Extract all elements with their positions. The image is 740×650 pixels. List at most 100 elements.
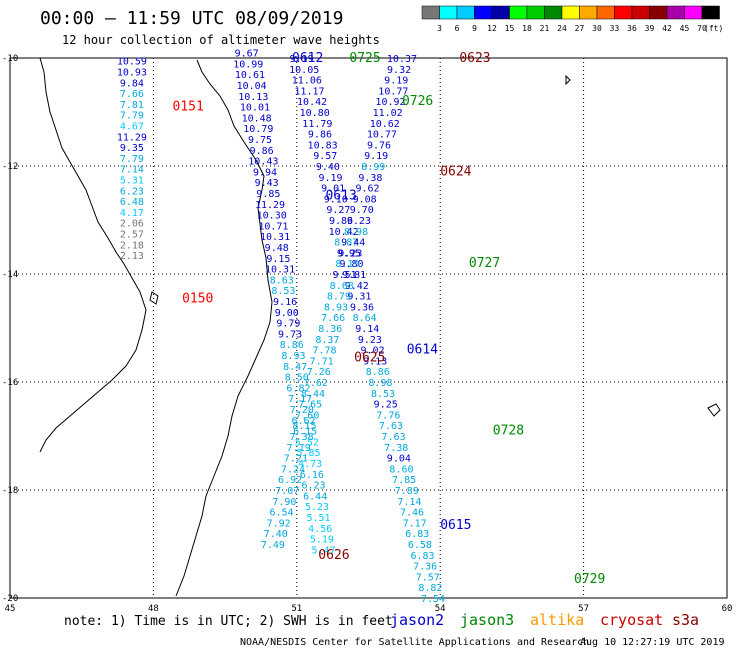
- wave-height-value: 8.87: [334, 238, 358, 249]
- wave-height-value: 7.20: [290, 405, 314, 416]
- color-scale-swatch: [631, 5, 650, 20]
- x-tick-label: 54: [435, 604, 446, 614]
- wave-height-value: 5.85: [296, 448, 320, 459]
- wave-height-value: 8.86: [366, 367, 390, 378]
- wave-height-value: 9.36: [350, 302, 374, 313]
- wave-height-value: 7.49: [261, 540, 285, 551]
- wave-height-value: 8.36: [318, 324, 342, 335]
- color-scale-swatch: [614, 5, 633, 20]
- wave-height-value: 9.57: [313, 151, 337, 162]
- wave-height-value: 10.83: [308, 140, 338, 151]
- wave-height-value: 11.29: [117, 132, 147, 143]
- color-scale-label: 6: [455, 24, 460, 33]
- wave-height-value: 7.17: [403, 518, 427, 529]
- wave-height-value: 4.56: [308, 524, 332, 535]
- wave-height-value: 9.40: [316, 162, 340, 173]
- wave-height-value: 10.79: [243, 124, 273, 135]
- wave-height-value: 9.38: [358, 173, 382, 184]
- wave-height-values: 10.5910.939.847.667.817.794.6711.299.357…: [117, 49, 445, 605]
- color-scale-swatch: [544, 5, 563, 20]
- color-scale-swatch: [456, 5, 475, 20]
- wave-height-value: 5.31: [120, 176, 144, 187]
- wave-height-value: 9.51: [333, 270, 357, 281]
- wave-height-value: 8.64: [353, 313, 377, 324]
- wave-height-value: 10.04: [237, 81, 267, 92]
- color-scale-label: 9: [472, 24, 477, 33]
- wave-height-value: 8.93: [324, 302, 348, 313]
- mission-legend-s3a: s3a: [672, 611, 699, 629]
- color-scale-swatch: [701, 5, 720, 20]
- wave-height-value: 10.62: [370, 119, 400, 130]
- pass-label: 0727: [469, 256, 500, 271]
- wave-height-value: 7.60: [295, 410, 319, 421]
- wave-height-value: 6.82: [286, 383, 310, 394]
- chart-title: 00:00 — 11:59 UTC 08/09/2019: [40, 8, 343, 29]
- wave-height-value: 4.67: [120, 122, 144, 133]
- pass-label: 0624: [440, 164, 471, 179]
- wave-height-value: 9.85: [256, 189, 280, 200]
- pass-label: 0626: [318, 548, 349, 563]
- wave-height-value: 5.23: [305, 502, 329, 513]
- wave-height-value: 9.00: [275, 308, 299, 319]
- wave-height-value: 2.57: [120, 230, 144, 241]
- wave-height-value: 9.73: [278, 329, 302, 340]
- wave-height-value: 6.16: [300, 470, 324, 481]
- pass-labels: 0612 0725 0623 0151 0726 0624 0613 0727 0150 0614…: [173, 51, 606, 587]
- color-scale-label: 70: [697, 24, 707, 33]
- wave-height-value: 9.23: [347, 216, 371, 227]
- wave-height-value: 9.19: [384, 76, 408, 87]
- wave-height-value: 11.02: [373, 108, 403, 119]
- wave-height-value: 9.27: [326, 205, 350, 216]
- wave-height-value: 9.19: [364, 151, 388, 162]
- wave-height-value: 7.89: [395, 486, 419, 497]
- wave-height-value: 9.04: [387, 454, 411, 465]
- footer-note: note: 1) Time is in UTC; 2) SWH is in fe…: [64, 614, 393, 629]
- wave-height-value: 8.68: [330, 281, 354, 292]
- wave-height-value: 7.17: [288, 394, 312, 405]
- wave-height-value: 10.92: [375, 97, 405, 108]
- wave-height-value: 8.47: [283, 362, 307, 373]
- wave-height-value: 7.26: [307, 367, 331, 378]
- wave-height-value: 4.73: [298, 459, 322, 470]
- madagascar-coastline: [175, 59, 273, 597]
- wave-height-value: 10.01: [240, 103, 270, 114]
- color-scale-swatch: [509, 5, 528, 20]
- wave-height-value: 9.42: [345, 281, 369, 292]
- wave-height-value: 9.43: [255, 178, 279, 189]
- wave-height-value: 7.24: [281, 464, 305, 475]
- wave-height-value: 10.42: [297, 97, 327, 108]
- color-scale-swatch: [474, 5, 493, 20]
- color-scale-label: 18: [522, 24, 532, 33]
- wave-height-value: 9.86: [308, 130, 332, 141]
- wave-height-value: 10.48: [242, 113, 272, 124]
- mozambique-coastline: [39, 57, 147, 453]
- color-scale-swatch: [649, 5, 668, 20]
- wave-height-value: 9.19: [318, 173, 342, 184]
- wave-height-value: 9.67: [235, 49, 259, 60]
- wave-height-value: 9.79: [276, 319, 300, 330]
- y-tick-label: -18: [2, 486, 18, 496]
- wave-height-value: 9.23: [358, 335, 382, 346]
- wave-height-value: 10.37: [387, 54, 417, 65]
- wave-height-value: 9.81: [342, 270, 366, 281]
- wave-height-value: 8.37: [315, 335, 339, 346]
- color-scale-swatch: [561, 5, 580, 20]
- wave-height-value: 10.59: [117, 57, 147, 68]
- wave-height-value: 7.63: [379, 421, 403, 432]
- chart-subtitle: 12 hour collection of altimeter wave hei…: [62, 33, 380, 47]
- wave-height-value: 9.14: [355, 324, 379, 335]
- color-scale-legend: 3 6 9 12 15 18 21 24 27 30 33 36 39 42 45 70: [421, 5, 720, 33]
- wave-height-value: 5.51: [307, 513, 331, 524]
- mission-legend-altika: altika: [530, 611, 584, 629]
- wave-height-value: 6.83: [405, 529, 429, 540]
- wave-height-value: 9.02: [361, 346, 385, 357]
- wave-height-value: 7.40: [264, 529, 288, 540]
- wave-height-value: 8.82: [418, 583, 442, 594]
- pass-label: 0612: [292, 51, 323, 66]
- mission-legend-jason3: jason3: [460, 611, 514, 629]
- wave-height-value: 9.75: [248, 135, 272, 146]
- color-scale-label: 21: [540, 24, 550, 33]
- wave-height-value: 7.36: [413, 562, 437, 573]
- wave-height-value: 10.30: [257, 211, 287, 222]
